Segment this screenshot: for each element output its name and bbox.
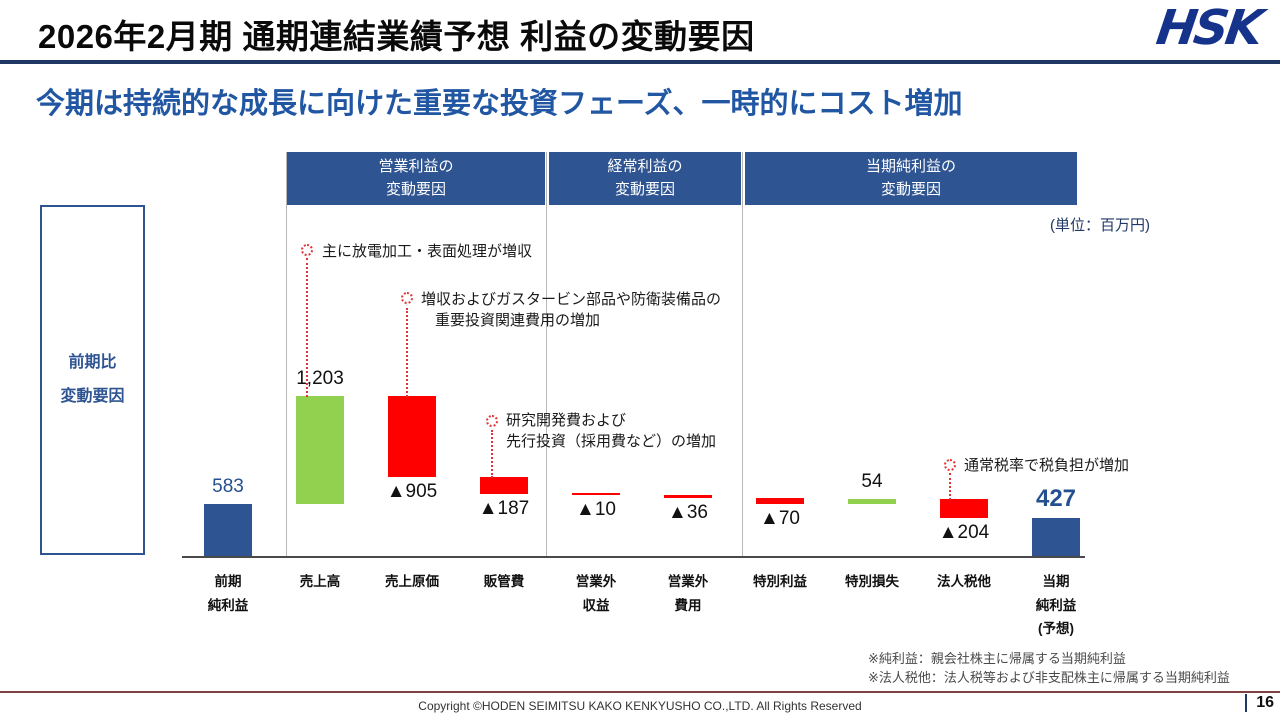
- bar-value-2: ▲905: [386, 481, 438, 503]
- annotation-leader-line-sales: [306, 258, 308, 397]
- section-divider-left: [286, 152, 287, 556]
- annotation-leader-line-cogs: [406, 308, 408, 397]
- annotation-cogs: 増収およびガスタービン部品や防衛装備品の 重要投資関連費用の増加: [421, 289, 721, 331]
- section-header-line: 変動要因: [385, 180, 446, 198]
- category-label-1: 売上高: [299, 574, 341, 589]
- bar-3: [480, 477, 528, 494]
- bar-1: [296, 396, 344, 504]
- bar-value-7: 54: [861, 471, 883, 493]
- bar-4: [572, 492, 620, 495]
- bar-value-9: 427: [1035, 484, 1077, 512]
- waterfall-chart: 583 前期 純利益 1,203 売上高 ▲905 売上原価 ▲187 販管費 ▲10 営業外 収益 ▲…: [182, 200, 1102, 636]
- annotation-dot-cogs: [401, 292, 413, 304]
- category-label-3: 販管費: [483, 574, 525, 589]
- chart-column-8: ▲204 法人税他: [918, 200, 1010, 589]
- chart-column-2: ▲905 売上原価: [366, 200, 458, 589]
- bar-value-5: ▲36: [668, 501, 708, 523]
- annotation-dot-sales: [301, 244, 313, 256]
- company-logo: HSK: [1153, 0, 1264, 56]
- annotation-text-line: 重要投資関連費用の増加: [435, 312, 601, 329]
- section-divider-right: [742, 152, 743, 556]
- section-header-line: 変動要因: [880, 180, 941, 198]
- chart-column-0: 583 前期 純利益: [182, 200, 274, 613]
- bar-value-6: ▲70: [760, 508, 800, 530]
- slide-subtitle: 今期は持続的な成長に向けた重要な投資フェーズ、一時的にコスト増加: [36, 88, 963, 120]
- annotation-text-line: 主に放電加工・表面処理が増収: [322, 243, 533, 260]
- annotation-leader-line-sga: [491, 430, 493, 478]
- side-label-line: 前期比: [68, 354, 117, 372]
- footnotes: ※純利益：親会社株主に帰属する当期純利益 ※法人税他：法人税等および非支配株主に…: [868, 650, 1230, 688]
- section-header-line: 営業利益の: [378, 158, 454, 175]
- bar-5: [664, 494, 712, 498]
- chart-baseline-axis: [182, 556, 1085, 558]
- page-number: 16: [1245, 694, 1274, 712]
- category-label-7: 特別損失: [845, 574, 899, 589]
- bar-2: [388, 396, 436, 478]
- bar-value-4: ▲10: [576, 498, 616, 520]
- category-label-9: 当期 純利益 (予想): [1035, 574, 1077, 637]
- annotation-dot-sga: [486, 415, 498, 427]
- annotation-text-line: 増収およびガスタービン部品や防衛装備品の: [421, 291, 722, 308]
- footnote-line: ※法人税他：法人税等および非支配株主に帰属する当期純利益: [868, 669, 1230, 685]
- chart-column-4: ▲10 営業外 収益: [550, 200, 642, 613]
- annotation-sga: 研究開発費および 先行投資（採用費など）の増加: [506, 410, 716, 452]
- bar-0: [204, 503, 252, 556]
- side-label-box: 前期比 変動要因: [40, 205, 145, 555]
- bar-value-0: 583: [212, 475, 244, 497]
- section-header-net-income: 当期純利益の 変動要因: [745, 152, 1077, 205]
- bar-value-3: ▲187: [478, 497, 530, 519]
- page-title: 2026年2月期 通期連結業績予想 利益の変動要因: [38, 18, 755, 55]
- category-label-5: 営業外 費用: [667, 574, 709, 613]
- footer-divider: [0, 691, 1280, 693]
- footnote-line: ※純利益：親会社株主に帰属する当期純利益: [868, 651, 1126, 666]
- section-header-line: 当期純利益の: [865, 158, 956, 175]
- bar-7: [848, 499, 896, 505]
- chart-column-6: ▲70 特別利益: [734, 200, 826, 589]
- chart-column-1: 1,203 売上高: [274, 200, 366, 589]
- chart-column-9: 427 当期 純利益 (予想): [1010, 200, 1102, 636]
- annotation-tax: 通常税率で税負担が増加: [964, 455, 1129, 476]
- category-label-4: 営業外 収益: [575, 574, 617, 613]
- bar-6: [756, 497, 804, 505]
- bar-8: [940, 499, 988, 518]
- bar-value-1: 1,203: [296, 368, 344, 389]
- section-divider-mid: [546, 152, 547, 556]
- section-header-operating-profit: 営業利益の 変動要因: [287, 152, 545, 205]
- annotation-leader-line-tax: [949, 473, 951, 500]
- category-label-2: 売上原価: [385, 574, 439, 589]
- chart-column-3: ▲187 販管費: [458, 200, 550, 589]
- section-header-line: 変動要因: [614, 180, 675, 198]
- unit-label: (単位：百万円): [1050, 217, 1150, 234]
- annotation-sales: 主に放電加工・表面処理が増収: [322, 241, 532, 262]
- category-label-0: 前期 純利益: [207, 574, 249, 613]
- annotation-dot-tax: [944, 459, 956, 471]
- side-label-line: 変動要因: [60, 388, 125, 405]
- category-label-8: 法人税他: [937, 574, 991, 589]
- chart-column-5: ▲36 営業外 費用: [642, 200, 734, 613]
- category-label-6: 特別利益: [753, 574, 807, 589]
- annotation-text-line: 通常税率で税負担が増加: [964, 457, 1130, 474]
- section-header-line: 経常利益の: [607, 158, 683, 175]
- title-divider: [0, 60, 1280, 64]
- bar-value-8: ▲204: [938, 521, 990, 543]
- chart-column-7: 54 特別損失: [826, 200, 918, 589]
- section-header-ordinary-profit: 経常利益の 変動要因: [549, 152, 741, 205]
- annotation-text-line: 先行投資（採用費など）の増加: [506, 433, 717, 450]
- bar-9: [1032, 517, 1080, 556]
- annotation-text-line: 研究開発費および: [506, 412, 627, 429]
- copyright-text: Copyright ©HODEN SEIMITSU KAKO KENKYUSHO…: [418, 699, 862, 713]
